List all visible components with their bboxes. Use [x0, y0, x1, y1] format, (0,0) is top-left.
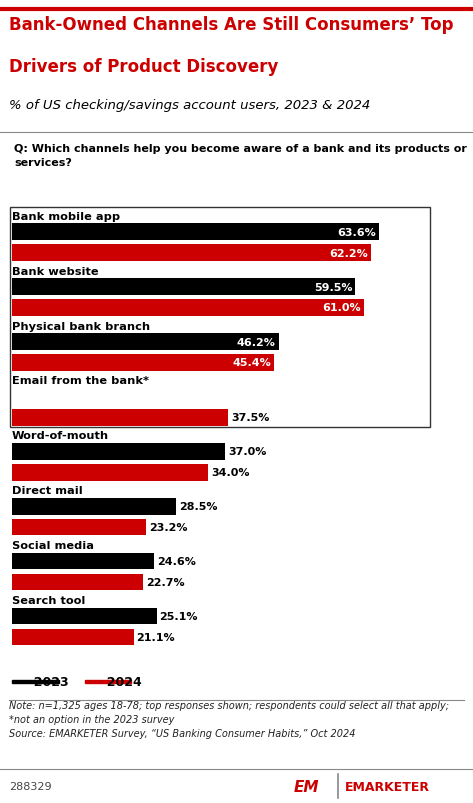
Bar	[12, 520, 146, 536]
Text: Word-of-mouth: Word-of-mouth	[12, 431, 109, 441]
Text: Q: Which channels help you become aware of a bank and its products or
services?: Q: Which channels help you become aware …	[14, 144, 467, 168]
Text: Bank mobile app: Bank mobile app	[12, 211, 120, 222]
Bar	[85, 680, 131, 683]
Text: Search tool: Search tool	[12, 596, 85, 605]
Text: Direct mail: Direct mail	[12, 486, 83, 495]
Text: 2023: 2023	[25, 675, 69, 688]
Text: 61.0%: 61.0%	[323, 303, 361, 313]
Bar	[12, 355, 274, 371]
Text: Note: n=1,325 ages 18-78; top responses shown; respondents could select all that: Note: n=1,325 ages 18-78; top responses …	[9, 700, 449, 738]
Bar	[12, 553, 154, 570]
Bar	[12, 629, 134, 646]
Text: 23.2%: 23.2%	[149, 523, 187, 532]
Text: EM: EM	[293, 779, 319, 793]
Bar	[12, 574, 143, 591]
Text: Physical bank branch: Physical bank branch	[12, 321, 150, 331]
Text: 24.6%: 24.6%	[157, 556, 196, 567]
Text: 37.5%: 37.5%	[231, 413, 270, 423]
Text: Bank-Owned Channels Are Still Consumers’ Top: Bank-Owned Channels Are Still Consumers’…	[9, 15, 454, 34]
Text: 63.6%: 63.6%	[337, 227, 376, 238]
Bar	[12, 680, 59, 683]
Text: 25.1%: 25.1%	[159, 611, 198, 622]
Bar	[12, 334, 279, 350]
Bar	[12, 279, 355, 296]
Bar	[12, 464, 208, 481]
Bar	[12, 410, 228, 426]
Text: 28.5%: 28.5%	[179, 502, 218, 512]
Text: 2024: 2024	[98, 675, 141, 688]
Text: 22.7%: 22.7%	[146, 577, 184, 587]
Bar	[12, 300, 364, 316]
Bar	[12, 499, 176, 515]
Bar	[12, 608, 157, 625]
Text: 62.2%: 62.2%	[329, 248, 368, 259]
Bar	[10, 208, 430, 428]
Text: 45.4%: 45.4%	[232, 358, 271, 368]
Text: EMARKETER: EMARKETER	[345, 780, 430, 793]
Bar	[12, 245, 371, 262]
Text: 21.1%: 21.1%	[137, 632, 175, 642]
Text: 37.0%: 37.0%	[228, 446, 267, 457]
Text: % of US checking/savings account users, 2023 & 2024: % of US checking/savings account users, …	[9, 99, 371, 112]
Text: 34.0%: 34.0%	[211, 467, 249, 478]
Text: 59.5%: 59.5%	[314, 283, 352, 292]
Text: 288329: 288329	[9, 781, 52, 791]
Text: Bank website: Bank website	[12, 267, 98, 276]
Bar	[12, 443, 226, 460]
Text: Social media: Social media	[12, 540, 94, 551]
Text: 46.2%: 46.2%	[237, 337, 276, 347]
Text: Drivers of Product Discovery: Drivers of Product Discovery	[9, 58, 279, 75]
Text: Email from the bank*: Email from the bank*	[12, 376, 149, 386]
Bar	[12, 224, 379, 241]
